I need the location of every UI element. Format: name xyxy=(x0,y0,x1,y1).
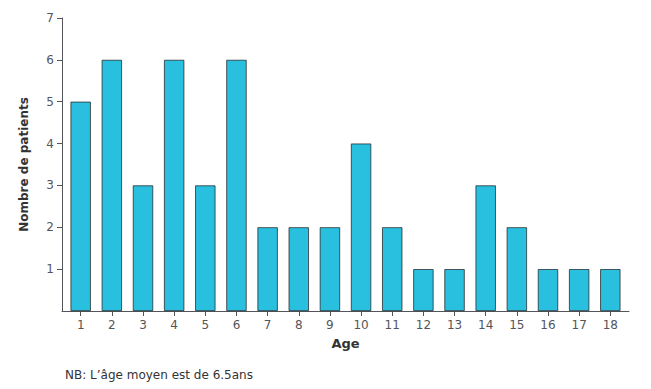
svg-text:1: 1 xyxy=(77,318,85,332)
svg-text:2: 2 xyxy=(46,220,54,234)
svg-text:3: 3 xyxy=(46,178,54,192)
svg-text:12: 12 xyxy=(416,318,431,332)
svg-text:11: 11 xyxy=(385,318,400,332)
svg-text:4: 4 xyxy=(46,137,54,151)
svg-text:7: 7 xyxy=(46,11,54,25)
svg-text:3: 3 xyxy=(139,318,147,332)
svg-text:7: 7 xyxy=(264,318,272,332)
svg-text:Nombre de patients: Nombre de patients xyxy=(17,97,31,232)
svg-text:15: 15 xyxy=(509,318,524,332)
svg-text:9: 9 xyxy=(326,318,334,332)
svg-text:5: 5 xyxy=(201,318,209,332)
svg-text:17: 17 xyxy=(572,318,587,332)
svg-text:14: 14 xyxy=(478,318,493,332)
svg-text:5: 5 xyxy=(46,95,54,109)
svg-text:6: 6 xyxy=(46,53,54,67)
svg-text:18: 18 xyxy=(603,318,618,332)
svg-text:13: 13 xyxy=(447,318,462,332)
svg-text:6: 6 xyxy=(233,318,241,332)
svg-text:4: 4 xyxy=(170,318,178,332)
svg-text:2: 2 xyxy=(108,318,116,332)
svg-text:Age: Age xyxy=(331,336,359,351)
svg-text:8: 8 xyxy=(295,318,303,332)
svg-text:1: 1 xyxy=(46,262,54,276)
svg-text:16: 16 xyxy=(540,318,555,332)
svg-text:10: 10 xyxy=(353,318,368,332)
svg-text:NB: L’âge moyen est de 6.5ans: NB: L’âge moyen est de 6.5ans xyxy=(65,368,253,382)
